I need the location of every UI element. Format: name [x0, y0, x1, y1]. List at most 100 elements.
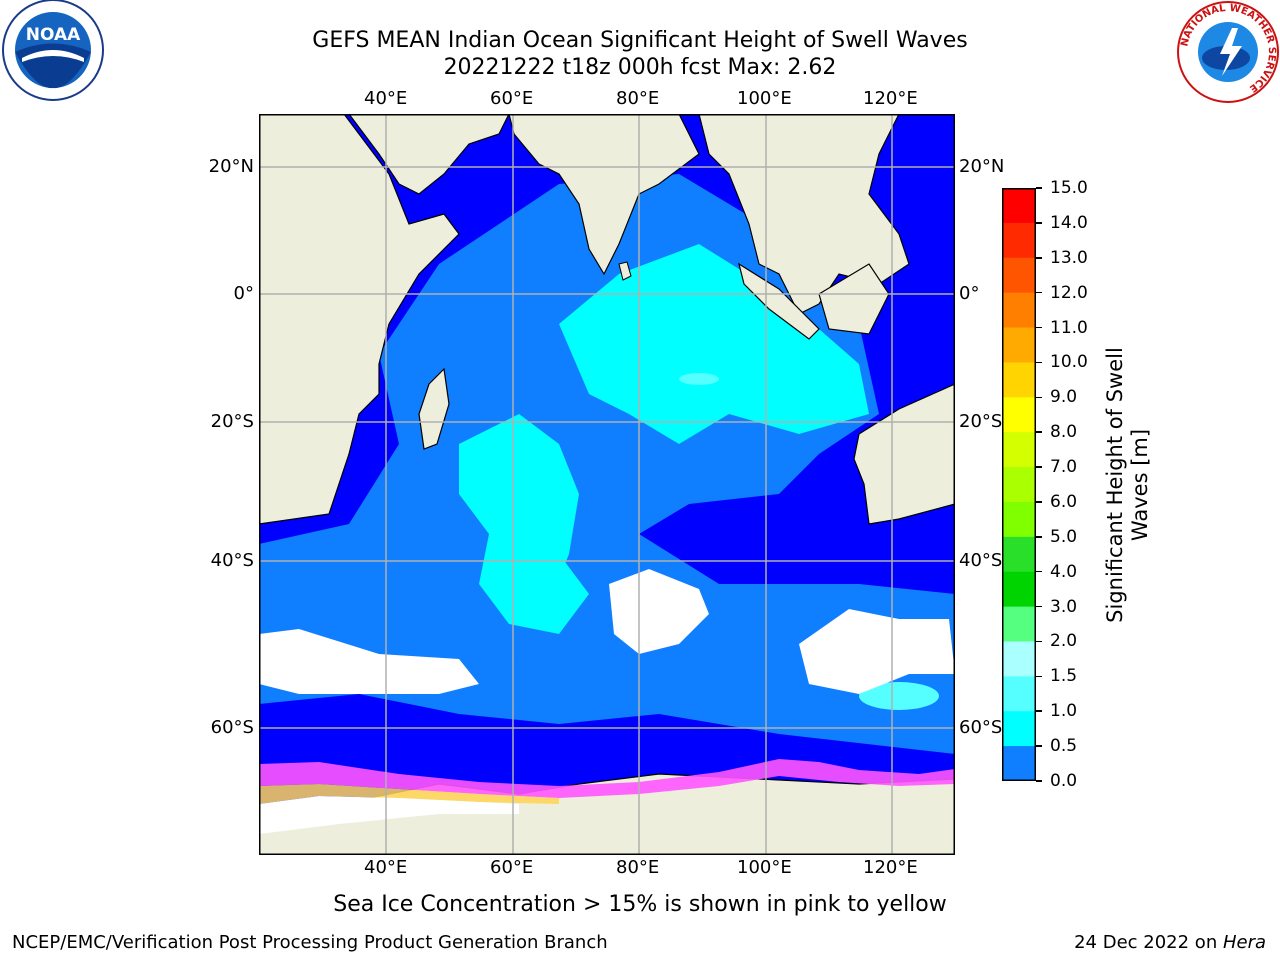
colorbar-tick-label: 6.0	[1050, 491, 1078, 512]
colorbar-tick-label: 7.0	[1050, 457, 1078, 478]
colorbar-tick-label: 11.0	[1050, 317, 1088, 338]
colorbar-swatch	[1002, 188, 1036, 224]
swell-band-mid-south	[259, 614, 955, 699]
colorbar-swatch	[1002, 467, 1036, 503]
figure-subtitle: 20221222 t18z 000h fcst Max: 2.62	[443, 55, 837, 80]
colorbar-tick-mark	[1036, 745, 1042, 747]
lat-tick-right: 20°S	[959, 411, 1003, 432]
colorbar-swatch	[1002, 606, 1036, 643]
lon-tick-top: 80°E	[616, 88, 660, 109]
colorbar-tick-label: 3.0	[1050, 596, 1078, 617]
colorbar-tick-label: 0.0	[1050, 771, 1078, 791]
ice-mask-south-west	[259, 629, 479, 694]
noaa-logo-text: NOAA	[26, 25, 81, 45]
colorbar-tick-label: 13.0	[1050, 247, 1088, 268]
colorbar-frame	[1002, 188, 1036, 781]
colorbar-tick-label: 1.5	[1050, 666, 1078, 687]
lon-tick-top: 60°E	[490, 88, 534, 109]
colorbar-tick-mark	[1036, 222, 1042, 224]
swell-band-high-south	[489, 554, 589, 634]
colorbar-swatch	[1002, 536, 1036, 573]
land-india	[508, 114, 700, 276]
colorbar-tick-mark	[1036, 536, 1042, 538]
colorbar-label-line1: Significant Height of Swell	[1103, 347, 1127, 623]
lat-tick-right: 20°N	[959, 156, 1005, 177]
colorbar-swatch	[1002, 571, 1036, 608]
colorbar-tick-mark	[1036, 710, 1042, 712]
colorbar	[1002, 188, 1036, 782]
colorbar-tick-mark	[1036, 501, 1042, 503]
sea-ice-pink-band	[259, 759, 955, 798]
swell-peak-central	[679, 373, 719, 385]
colorbar-swatch	[1002, 501, 1036, 538]
colorbar-tick-mark	[1036, 466, 1042, 468]
figure-title: GEFS MEAN Indian Ocean Significant Heigh…	[312, 28, 968, 53]
colorbar-tick-mark	[1036, 361, 1042, 364]
colorbar-tick-label: 5.0	[1050, 526, 1078, 547]
land-sumatra	[738, 262, 820, 340]
map-frame	[259, 114, 955, 855]
map-caption: Sea Ice Concentration > 15% is shown in …	[333, 892, 947, 917]
nws-logo: NATIONAL WEATHER SERVICE	[1176, 0, 1280, 104]
lon-tick-bottom: 40°E	[364, 857, 408, 878]
colorbar-tick-label: 10.0	[1050, 352, 1088, 373]
colorbar-tick-mark	[1036, 396, 1042, 399]
lat-tick-right: 40°S	[959, 550, 1003, 571]
colorbar-tick-label: 1.0	[1050, 701, 1078, 722]
swell-height-map	[259, 114, 955, 855]
colorbar-swatch	[1002, 432, 1036, 468]
lat-tick-left: 0°	[233, 283, 254, 304]
colorbar-tick-label: 4.0	[1050, 561, 1078, 582]
land-borneo	[818, 263, 890, 335]
colorbar-swatch	[1002, 292, 1036, 329]
colorbar-tick-mark	[1036, 780, 1042, 782]
colorbar-swatch	[1002, 257, 1036, 294]
land-australia	[853, 383, 955, 525]
colorbar-tick-mark	[1036, 640, 1042, 643]
colorbar-swatch	[1002, 641, 1036, 677]
colorbar-swatch	[1002, 327, 1036, 364]
colorbar-tick-label: 12.0	[1050, 282, 1088, 303]
colorbar-swatch	[1002, 711, 1036, 747]
colorbar-tick-mark	[1036, 605, 1042, 608]
lon-tick-top: 120°E	[863, 88, 918, 109]
land-madagascar	[418, 367, 450, 450]
swell-peak-south-east	[859, 682, 939, 710]
colorbar-tick-label: 8.0	[1050, 422, 1078, 443]
colorbar-tick-mark	[1036, 291, 1042, 294]
lat-tick-right: 60°S	[959, 717, 1003, 738]
lat-tick-left: 20°S	[210, 411, 254, 432]
lat-tick-left: 20°N	[208, 156, 254, 177]
colorbar-tick-mark	[1036, 675, 1042, 678]
colorbar-swatch	[1002, 676, 1036, 712]
ice-mask-east	[799, 609, 955, 694]
colorbar-tick-mark	[1036, 431, 1042, 433]
land-srilanka	[618, 261, 632, 281]
colorbar-tick-mark	[1036, 326, 1042, 329]
colorbar-tick-label: 0.5	[1050, 736, 1078, 757]
lat-tick-left: 60°S	[210, 717, 254, 738]
footer-right: 24 Dec 2022 on Hera	[1074, 933, 1266, 953]
sea-ice-yellow-band	[259, 784, 559, 804]
colorbar-tick-label: 14.0	[1050, 212, 1088, 233]
lat-tick-right: 0°	[959, 283, 980, 304]
noaa-logo: NOAA	[0, 0, 106, 106]
ice-mask-central	[609, 569, 709, 654]
colorbar-ticks: 15.0 14.0 13.0 12.0 11.0 10.0 9.0 8.0 7.0 6.0 5.0 4…	[1036, 178, 1106, 791]
lon-tick-bottom: 120°E	[863, 857, 918, 878]
colorbar-swatches	[1002, 188, 1036, 782]
lat-tick-left: 40°S	[210, 550, 254, 571]
colorbar-tick-mark	[1036, 570, 1042, 573]
lon-tick-top: 40°E	[364, 88, 408, 109]
colorbar-tick-label: 9.0	[1050, 387, 1078, 408]
footer-left: NCEP/EMC/Verification Post Processing Pr…	[12, 932, 608, 953]
map-gridlines	[259, 114, 955, 855]
colorbar-swatch	[1002, 397, 1036, 433]
colorbar-tick-label: 2.0	[1050, 631, 1078, 652]
lon-tick-bottom: 100°E	[737, 857, 792, 878]
colorbar-tick-mark	[1036, 257, 1042, 259]
colorbar-tick-label: 15.0	[1050, 178, 1088, 198]
colorbar-tick-mark	[1036, 187, 1042, 189]
lon-tick-bottom: 60°E	[490, 857, 534, 878]
lon-tick-bottom: 80°E	[616, 857, 660, 878]
